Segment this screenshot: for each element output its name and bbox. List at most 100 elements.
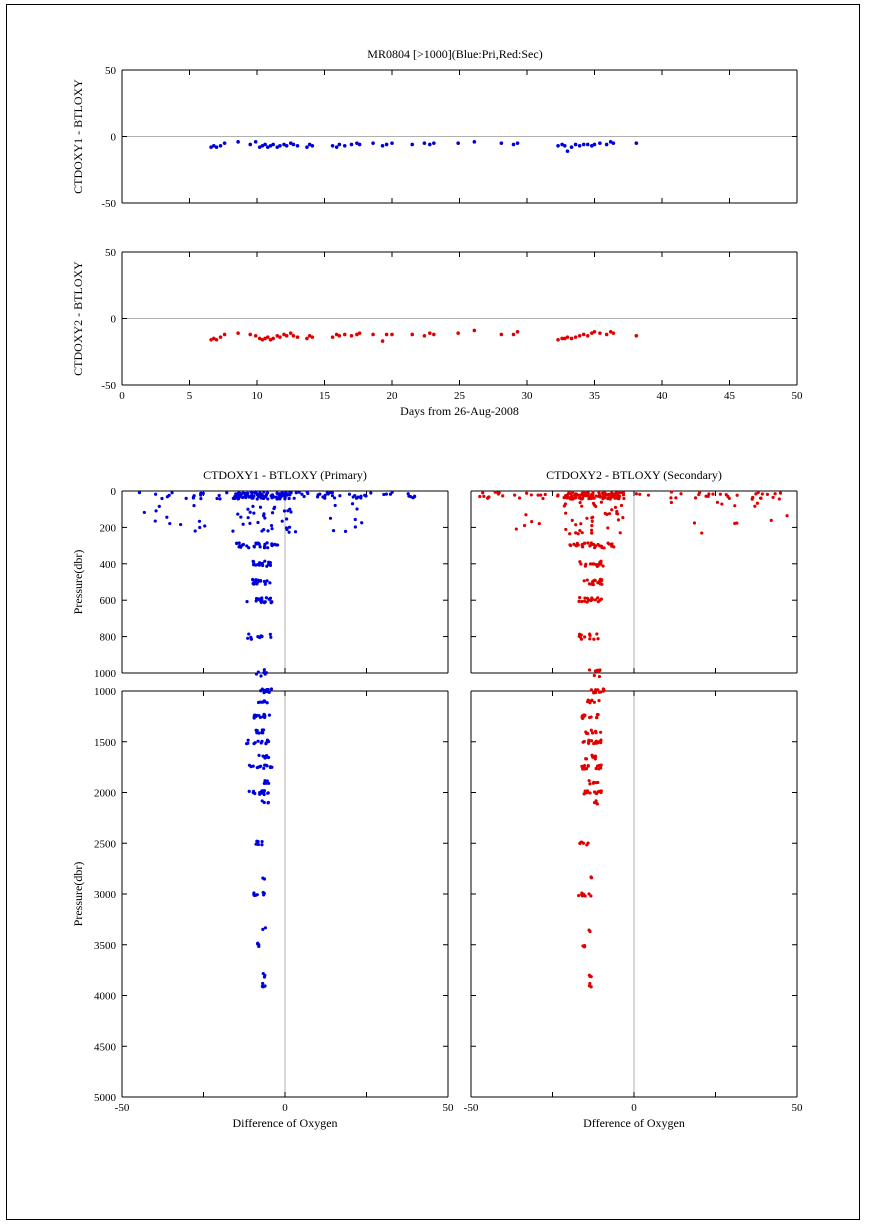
- data-point: [328, 516, 333, 520]
- data-point: [755, 501, 759, 505]
- data-point: [669, 500, 674, 505]
- data-point: [276, 496, 281, 500]
- data-point: [556, 337, 560, 342]
- data-point: [586, 541, 590, 545]
- data-point: [142, 510, 146, 515]
- data-point: [560, 142, 564, 147]
- y-tick-label: 1500: [94, 737, 117, 749]
- data-point: [260, 599, 264, 603]
- data-point: [511, 332, 516, 337]
- data-point: [594, 688, 598, 692]
- data-point: [487, 495, 491, 499]
- chart-upper_right: CTDOXY2 - BTLOXY (Secondary): [470, 468, 798, 679]
- data-point: [614, 491, 618, 495]
- data-point: [371, 332, 375, 337]
- data-point: [754, 492, 758, 496]
- data-point: [585, 596, 590, 600]
- data-point: [254, 541, 258, 545]
- data-point: [591, 579, 595, 583]
- data-point: [607, 496, 611, 500]
- data-point: [278, 144, 282, 148]
- data-point: [785, 514, 789, 518]
- data-point: [578, 528, 582, 533]
- data-point: [586, 491, 590, 495]
- data-point: [565, 149, 570, 153]
- data-point: [597, 740, 601, 744]
- y-axis-label: CTDOXY2 - BTLOXY: [71, 261, 85, 376]
- data-point: [584, 562, 588, 566]
- data-point: [669, 496, 673, 500]
- data-point: [581, 713, 586, 718]
- data-point: [295, 144, 300, 148]
- data-point: [337, 333, 342, 338]
- data-point: [262, 512, 266, 516]
- data-point: [214, 337, 219, 342]
- data-point: [257, 336, 262, 341]
- data-point: [236, 331, 240, 335]
- data-point: [597, 674, 602, 679]
- data-point: [357, 142, 362, 147]
- data-point: [382, 492, 386, 497]
- data-point: [270, 493, 275, 497]
- data-point: [315, 495, 320, 499]
- data-point: [585, 333, 590, 338]
- data-point: [251, 577, 255, 582]
- data-point: [288, 331, 293, 335]
- data-point: [258, 505, 263, 509]
- data-point: [530, 520, 534, 524]
- data-point: [601, 689, 605, 693]
- data-point: [264, 741, 268, 745]
- data-point: [256, 941, 260, 945]
- data-point: [371, 141, 375, 145]
- data-point: [241, 495, 245, 500]
- data-point: [718, 492, 722, 496]
- x-tick-label: 30: [522, 390, 534, 402]
- data-point: [583, 541, 587, 545]
- data-point: [539, 493, 543, 497]
- data-point: [590, 698, 594, 703]
- data-point: [305, 336, 309, 341]
- y-tick-label: 1000: [94, 668, 117, 680]
- data-point: [611, 331, 616, 335]
- data-point: [499, 141, 504, 145]
- data-point: [287, 525, 292, 529]
- data-point: [560, 336, 564, 341]
- data-point: [567, 491, 571, 495]
- data-point: [271, 142, 276, 147]
- data-point: [248, 510, 252, 514]
- data-point: [266, 335, 270, 339]
- data-point: [256, 739, 260, 743]
- data-point: [262, 490, 266, 494]
- data-point: [638, 492, 642, 496]
- x-tick-label: 0: [282, 1102, 288, 1114]
- data-point: [260, 634, 264, 639]
- y-axis-label: Pressure(dbr): [71, 550, 85, 615]
- data-point: [432, 141, 436, 145]
- data-point: [160, 496, 164, 501]
- data-point: [592, 637, 596, 641]
- data-point: [513, 493, 517, 497]
- x-axis-label: Days from 26-Aug-2008: [400, 404, 519, 418]
- data-point: [598, 141, 602, 145]
- data-point: [611, 141, 616, 145]
- data-point: [262, 800, 266, 805]
- data-point: [585, 578, 589, 582]
- data-point: [282, 509, 287, 513]
- data-point: [252, 544, 256, 548]
- data-point: [589, 728, 593, 732]
- data-point: [267, 781, 271, 785]
- data-point: [595, 713, 599, 717]
- data-point: [733, 504, 737, 508]
- data-point: [218, 497, 222, 501]
- data-point: [165, 515, 169, 519]
- data-point: [330, 494, 335, 498]
- data-point: [257, 635, 262, 640]
- data-point: [295, 335, 300, 339]
- data-point: [253, 713, 257, 717]
- data-point: [578, 560, 582, 564]
- data-point: [406, 492, 410, 496]
- data-point: [269, 635, 273, 639]
- data-point: [594, 544, 598, 548]
- data-point: [556, 144, 560, 148]
- data-point: [596, 637, 600, 641]
